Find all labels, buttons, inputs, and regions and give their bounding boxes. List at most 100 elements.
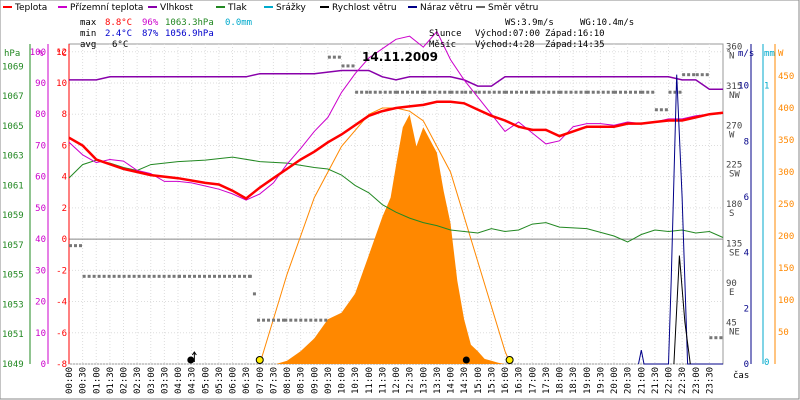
wind-direction-mark bbox=[257, 318, 261, 322]
ms-tick-label: 10 bbox=[738, 82, 749, 92]
wind-direction-mark bbox=[639, 90, 642, 94]
time-tick-label: 17:00 bbox=[528, 367, 538, 394]
wind-direction-mark bbox=[624, 90, 627, 94]
wind-direction-mark bbox=[97, 274, 101, 278]
wind-direction-mark bbox=[510, 90, 513, 94]
stat-min-temp: 2.4°C bbox=[105, 29, 132, 39]
wind-direction-mark bbox=[423, 90, 427, 94]
wind-direction-mark bbox=[277, 318, 281, 322]
moonrise-text: Východ:4:28 bbox=[475, 40, 535, 50]
press-tick-label: 1065 bbox=[2, 122, 24, 132]
time-tick-label: 21:00 bbox=[637, 367, 647, 394]
press-tick-label: 1051 bbox=[2, 330, 24, 340]
wind-direction-mark bbox=[646, 90, 650, 94]
sun-marker bbox=[505, 356, 514, 364]
time-tick-label: 14:00 bbox=[447, 367, 457, 394]
mm-tick-label: 0 bbox=[764, 358, 769, 368]
wind-direction-mark bbox=[294, 318, 298, 322]
stat-avg-temp: 6°C bbox=[112, 40, 128, 50]
pct-tick-label: 30 bbox=[35, 266, 46, 276]
w-tick-label: 250 bbox=[778, 200, 794, 210]
wind-direction-mark bbox=[542, 90, 546, 94]
time-tick-label: 08:30 bbox=[297, 367, 307, 394]
wind-direction-mark bbox=[167, 274, 171, 278]
w-tick-label: 450 bbox=[778, 72, 794, 82]
w-tick-label: 100 bbox=[778, 296, 794, 306]
time-tick-label: 10:00 bbox=[338, 367, 348, 394]
wind-direction-mark bbox=[433, 90, 437, 94]
wind-direction-mark bbox=[574, 90, 578, 94]
wind-direction-mark bbox=[487, 90, 491, 94]
wind-direction-mark bbox=[450, 90, 454, 94]
temp-tick-label: -6 bbox=[56, 329, 67, 339]
wind-direction-mark bbox=[79, 244, 82, 248]
wind-direction-mark bbox=[193, 274, 196, 278]
temp-tick-label: -2 bbox=[56, 266, 67, 276]
axis-unit-dir: ° bbox=[726, 49, 731, 59]
wind-direction-mark bbox=[619, 90, 622, 94]
stat-max-temp: 8.8°C bbox=[105, 18, 132, 28]
pct-tick-label: 20 bbox=[35, 298, 46, 308]
sunset-text: Západ:16:10 bbox=[545, 29, 605, 39]
wind-direction-mark bbox=[142, 274, 146, 278]
wind-direction-mark bbox=[579, 90, 583, 94]
axis-unit-deg: °C bbox=[56, 49, 67, 59]
w-tick-label: 350 bbox=[778, 136, 794, 146]
wind-direction-mark bbox=[584, 90, 588, 94]
stat-max-label: max bbox=[80, 18, 97, 28]
dir-name-label: E bbox=[729, 288, 734, 298]
wind-direction-mark bbox=[614, 90, 617, 94]
dir-name-label: NE bbox=[729, 328, 740, 338]
wind-direction-mark bbox=[324, 318, 328, 322]
wind-direction-mark bbox=[272, 318, 276, 322]
press-tick-label: 1057 bbox=[2, 241, 24, 251]
time-tick-label: 23:00 bbox=[692, 367, 702, 394]
series-humidity bbox=[69, 69, 723, 91]
wind-direction-mark bbox=[705, 73, 709, 77]
stat-max-press: 1063.3hPa bbox=[165, 18, 214, 28]
press-tick-label: 1055 bbox=[2, 271, 24, 281]
dir-tick-label: 135 bbox=[726, 240, 742, 250]
wind-direction-mark bbox=[252, 292, 256, 296]
wind-direction-mark bbox=[569, 90, 573, 94]
legend-label: Tlak bbox=[227, 3, 248, 13]
wind-direction-mark bbox=[213, 274, 216, 278]
stat-min-hum: 87% bbox=[142, 29, 159, 39]
stat-min-press: 1056.9hPa bbox=[165, 29, 214, 39]
wind-direction-mark bbox=[700, 73, 704, 77]
dir-tick-label: 90 bbox=[726, 279, 737, 289]
wind-direction-mark bbox=[559, 90, 563, 94]
temp-tick-label: -8 bbox=[56, 360, 67, 370]
wind-direction-mark bbox=[132, 274, 136, 278]
legend-label: Směr větru bbox=[488, 3, 538, 13]
wind-direction-mark bbox=[304, 318, 308, 322]
wind-direction-mark bbox=[474, 90, 478, 94]
dir-name-label: W bbox=[729, 130, 735, 140]
wind-direction-mark bbox=[112, 274, 116, 278]
time-tick-label: 06:30 bbox=[242, 367, 252, 394]
wind-direction-mark bbox=[107, 274, 111, 278]
press-tick-label: 1059 bbox=[2, 211, 24, 221]
wind-direction-mark bbox=[137, 274, 141, 278]
wind-direction-mark bbox=[152, 274, 156, 278]
wind-direction-mark bbox=[157, 274, 161, 278]
wind-direction-mark bbox=[596, 90, 600, 94]
wind-direction-mark bbox=[719, 336, 723, 340]
pct-tick-label: 10 bbox=[35, 329, 46, 339]
wind-direction-mark bbox=[314, 318, 318, 322]
press-tick-label: 1049 bbox=[2, 360, 24, 370]
ms-tick-label: 2 bbox=[744, 304, 749, 314]
w-tick-label: 400 bbox=[778, 104, 794, 114]
ms-tick-label: 6 bbox=[744, 193, 749, 203]
wind-direction-mark bbox=[695, 73, 699, 77]
dir-name-label: SE bbox=[729, 249, 740, 259]
wind-direction-mark bbox=[147, 274, 151, 278]
wind-direction-mark bbox=[92, 274, 96, 278]
dir-tick-label: 315 bbox=[726, 82, 742, 92]
wind-direction-mark bbox=[557, 90, 561, 94]
wind-direction-mark bbox=[238, 274, 241, 278]
wind-direction-mark bbox=[682, 73, 686, 77]
wind-direction-mark bbox=[233, 274, 236, 278]
